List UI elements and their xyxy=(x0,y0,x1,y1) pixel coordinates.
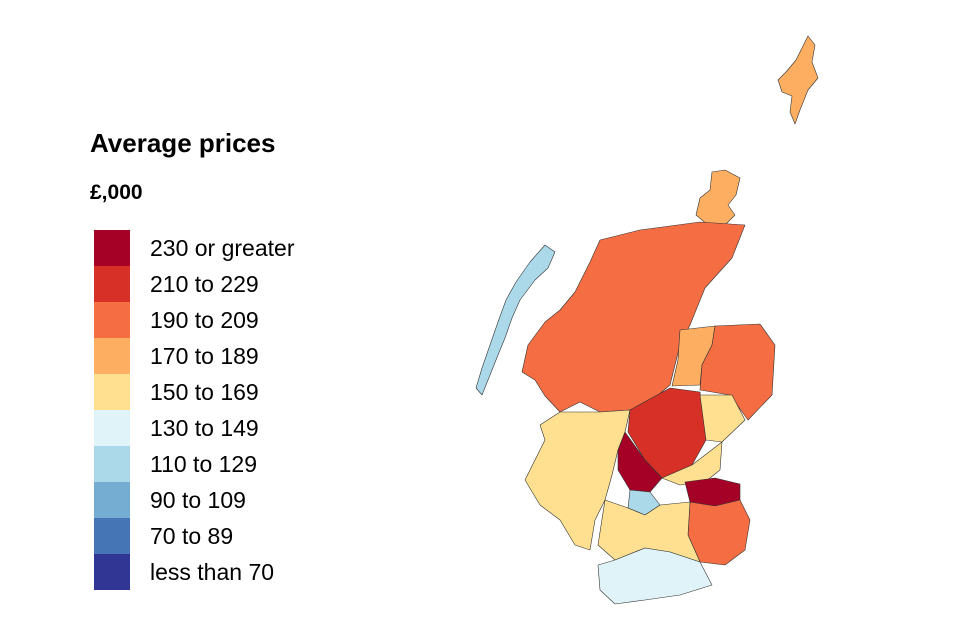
legend-swatch xyxy=(94,230,130,266)
region-argyll xyxy=(524,409,631,551)
legend-item: 110 to 129 xyxy=(94,446,294,482)
legend-swatch xyxy=(94,338,130,374)
region-angus xyxy=(699,394,746,443)
legend-label: 170 to 189 xyxy=(150,342,259,369)
region-shetland xyxy=(777,35,819,125)
region-lanark-ayr xyxy=(597,499,701,563)
legend-label: 210 to 229 xyxy=(150,270,259,297)
legend-item: 130 to 149 xyxy=(94,410,294,446)
legend-label: 70 to 89 xyxy=(150,522,234,549)
region-western-isles xyxy=(475,244,556,396)
legend-swatch xyxy=(94,266,130,302)
legend: 230 or greater 210 to 229 190 to 209 170 to… xyxy=(94,230,294,590)
legend-title: Average prices xyxy=(90,128,276,158)
region-fife xyxy=(661,441,723,486)
region-aberdeenshire xyxy=(699,323,776,421)
legend-item: 150 to 169 xyxy=(94,374,294,410)
legend-item: 70 to 89 xyxy=(94,518,294,554)
legend-item: 90 to 109 xyxy=(94,482,294,518)
region-dumfries-galloway xyxy=(597,547,713,605)
legend-swatch xyxy=(94,446,130,482)
region-orkney xyxy=(695,169,741,229)
legend-item: 210 to 229 xyxy=(94,266,294,302)
legend-swatch xyxy=(94,302,130,338)
legend-unit: £,000 xyxy=(90,181,143,204)
legend-swatch xyxy=(94,410,130,446)
legend-label: 110 to 129 xyxy=(150,450,258,477)
legend-swatch xyxy=(94,482,130,518)
legend-label: 190 to 209 xyxy=(150,306,259,333)
legend-swatch xyxy=(94,518,130,554)
legend-item: 190 to 209 xyxy=(94,302,294,338)
legend-item: 230 or greater xyxy=(94,230,294,266)
legend-label: 150 to 169 xyxy=(150,378,259,405)
legend-label: less than 70 xyxy=(150,558,275,585)
legend-label: 230 or greater xyxy=(150,234,295,261)
legend-item: 170 to 189 xyxy=(94,338,294,374)
legend-label: 130 to 149 xyxy=(150,414,259,441)
legend-item: less than 70 xyxy=(94,554,294,590)
legend-swatch xyxy=(94,554,130,590)
legend-label: 90 to 109 xyxy=(150,486,246,513)
legend-swatch xyxy=(94,374,130,410)
